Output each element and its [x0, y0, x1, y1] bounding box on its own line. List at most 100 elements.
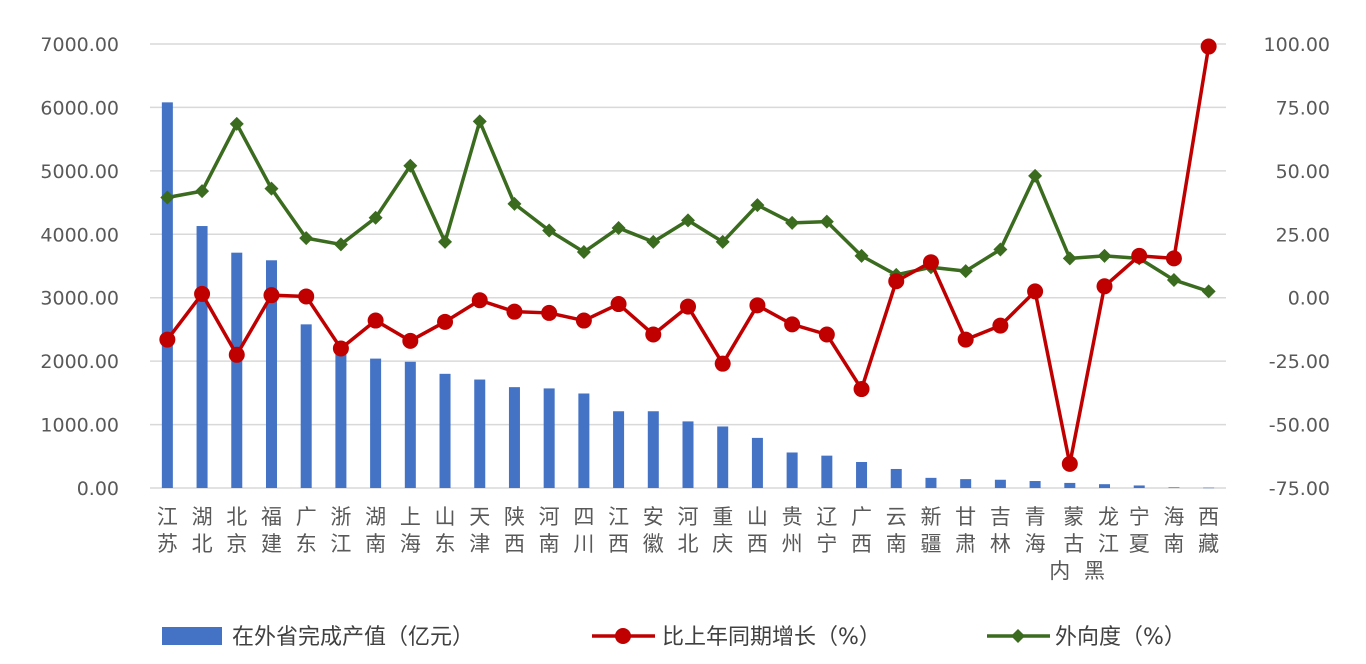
category-label: 云南: [886, 505, 907, 556]
category-label: 广西: [851, 505, 872, 556]
bar: [370, 358, 382, 488]
bar: [960, 479, 972, 488]
point-marker: [1201, 284, 1216, 299]
point-marker: [785, 215, 800, 230]
point-marker: [298, 288, 315, 305]
legend-label: 外向度（%）: [1055, 625, 1186, 650]
category-label: 青海: [1025, 505, 1046, 556]
point-marker: [194, 285, 211, 302]
y2-tick-label: 75.00: [1276, 97, 1330, 119]
point-marker: [993, 242, 1008, 257]
category-labels: 江苏湖北北京福建广东浙江湖南上海山东天津陕西河南四川江西安徽河北重庆山西贵州辽宁…: [157, 505, 1219, 583]
bar: [439, 373, 451, 488]
bar: [925, 477, 937, 488]
bar: [856, 461, 868, 488]
y2-tick-label: 0.00: [1288, 288, 1330, 310]
y2-tick-label: 25.00: [1276, 224, 1330, 246]
category-label: 辽宁: [816, 505, 837, 556]
point-marker: [299, 231, 314, 246]
category-label: 重庆: [712, 505, 733, 556]
point-marker: [784, 316, 801, 333]
point-marker: [646, 234, 661, 249]
category-label: 湖南: [365, 505, 386, 556]
y-tick-label: 1000.00: [40, 415, 119, 437]
bar: [508, 387, 520, 488]
bar: [1133, 485, 1145, 488]
bar: [647, 411, 659, 488]
category-label: 西藏: [1198, 505, 1219, 556]
y2-tick-label: -50.00: [1269, 415, 1330, 437]
category-label: 江苏: [157, 505, 178, 556]
point-marker: [680, 298, 696, 315]
point-marker: [819, 214, 834, 229]
point-marker: [957, 331, 974, 348]
point-marker: [645, 326, 662, 343]
category-label: 江西: [608, 505, 629, 556]
category-label: 龙江黑: [1084, 505, 1119, 583]
point-marker: [263, 287, 280, 304]
bar: [890, 468, 902, 488]
category-label: 湖北: [192, 505, 213, 556]
category-label: 河南: [539, 505, 560, 556]
bar: [821, 455, 833, 488]
y2-tick-label: -25.00: [1269, 351, 1330, 373]
bar: [265, 260, 277, 488]
category-label: 海南: [1163, 505, 1184, 556]
point-marker: [471, 292, 488, 309]
category-label: 山东: [435, 505, 456, 556]
point-marker: [853, 381, 870, 398]
bar: [300, 324, 312, 488]
point-marker: [1028, 168, 1043, 183]
point-marker: [576, 245, 591, 260]
gridlines: [150, 43, 1226, 489]
line-series: [159, 38, 1217, 472]
point-marker: [542, 223, 557, 238]
bar: [682, 421, 694, 488]
point-marker: [611, 220, 626, 235]
point-marker: [714, 355, 731, 372]
point-marker: [195, 184, 210, 199]
point-marker: [715, 234, 730, 249]
point-marker: [681, 213, 695, 228]
bar: [613, 411, 625, 488]
bar: [231, 252, 243, 488]
point-marker: [437, 313, 454, 330]
category-label: 广东: [296, 505, 317, 556]
point-marker: [958, 264, 973, 279]
point-marker: [228, 346, 245, 363]
legend-label: 在外省完成产值（亿元）: [232, 625, 474, 650]
point-marker: [1062, 251, 1077, 266]
series-line-1: [165, 46, 1211, 466]
point-marker: [818, 326, 835, 343]
point-marker: [1061, 455, 1078, 472]
y-tick-label: 7000.00: [40, 34, 119, 56]
category-label: 宁夏: [1129, 505, 1150, 556]
point-marker: [368, 210, 383, 225]
point-marker: [367, 312, 384, 329]
point-marker: [333, 237, 348, 252]
bar: [994, 479, 1006, 488]
category-label: 四川: [573, 505, 594, 556]
category-label: 贵州: [782, 505, 803, 556]
category-label: 吉林: [990, 505, 1011, 556]
legend-swatch-bar: [162, 627, 222, 645]
point-marker: [575, 312, 592, 329]
category-label: 新疆: [920, 505, 941, 556]
point-marker: [332, 340, 349, 357]
legend-label: 比上年同期增长（%）: [662, 625, 881, 650]
point-marker: [1096, 278, 1113, 295]
category-label: 安徽: [643, 505, 664, 556]
point-marker: [264, 181, 279, 196]
bar: [404, 361, 416, 488]
bar-series: [161, 102, 1215, 489]
category-label: 蒙古内: [1049, 505, 1084, 583]
bar: [196, 226, 208, 489]
category-label: 福建: [261, 505, 282, 556]
bar: [786, 452, 798, 488]
category-label: 浙江: [330, 505, 351, 556]
y-tick-label: 0.00: [77, 478, 119, 500]
point-marker: [922, 254, 939, 271]
point-marker: [438, 234, 453, 249]
y-tick-label: 5000.00: [40, 161, 119, 183]
